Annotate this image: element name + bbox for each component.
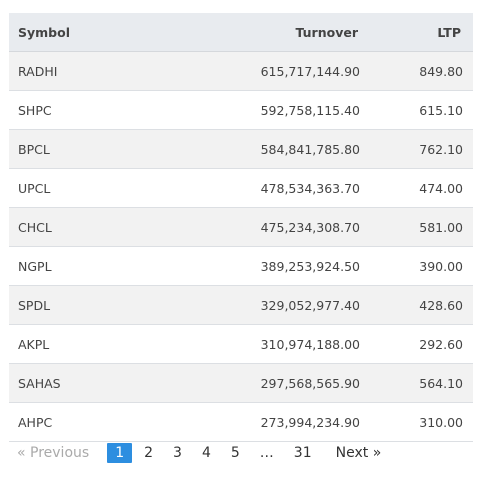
- cell-ltp: 310.00: [360, 402, 473, 442]
- cell-symbol: RADHI: [9, 51, 168, 91]
- cell-turnover: 478,534,363.70: [168, 168, 360, 208]
- cell-ltp: 615.10: [360, 90, 473, 130]
- cell-ltp: 428.60: [360, 285, 473, 325]
- cell-ltp: 292.60: [360, 324, 473, 364]
- cell-turnover: 329,052,977.40: [168, 285, 360, 325]
- cell-turnover: 310,974,188.00: [168, 324, 360, 364]
- table-row: SAHAS 297,568,565.90 564.10: [9, 363, 473, 403]
- page-button-2[interactable]: 2: [144, 445, 154, 461]
- previous-page-button[interactable]: « Previous: [17, 445, 90, 461]
- table-row: AHPC 273,994,234.90 310.00: [9, 402, 473, 442]
- cell-symbol: SHPC: [9, 90, 168, 130]
- cell-symbol: NGPL: [9, 246, 168, 286]
- table-row: AKPL 310,974,188.00 292.60: [9, 324, 473, 364]
- page-button-last[interactable]: 31: [293, 445, 312, 461]
- table-row: NGPL 389,253,924.50 390.00: [9, 246, 473, 286]
- table-row: BPCL 584,841,785.80 762.10: [9, 129, 473, 169]
- cell-symbol: AKPL: [9, 324, 168, 364]
- cell-turnover: 584,841,785.80: [168, 129, 360, 169]
- table-row: CHCL 475,234,308.70 581.00: [9, 207, 473, 247]
- table-row: RADHI 615,717,144.90 849.80: [9, 51, 473, 91]
- page-button-1[interactable]: 1: [107, 443, 133, 463]
- cell-symbol: SAHAS: [9, 363, 168, 403]
- table-row: SHPC 592,758,115.40 615.10: [9, 90, 473, 130]
- cell-symbol: BPCL: [9, 129, 168, 169]
- column-header-ltp[interactable]: LTP: [360, 13, 473, 52]
- table-body: RADHI 615,717,144.90 849.80 SHPC 592,758…: [9, 51, 473, 442]
- cell-turnover: 389,253,924.50: [168, 246, 360, 286]
- table-header: Symbol Turnover LTP: [9, 13, 473, 52]
- cell-symbol: UPCL: [9, 168, 168, 208]
- cell-turnover: 615,717,144.90: [168, 51, 360, 91]
- pagination-ellipsis: …: [259, 445, 274, 461]
- column-header-symbol[interactable]: Symbol: [9, 13, 168, 52]
- cell-turnover: 297,568,565.90: [168, 363, 360, 403]
- cell-ltp: 474.00: [360, 168, 473, 208]
- column-header-turnover[interactable]: Turnover: [168, 13, 360, 52]
- turnover-table: Symbol Turnover LTP RADHI 615,717,144.90…: [9, 13, 473, 442]
- cell-symbol: CHCL: [9, 207, 168, 247]
- cell-ltp: 390.00: [360, 246, 473, 286]
- cell-ltp: 849.80: [360, 51, 473, 91]
- turnover-table-container: Symbol Turnover LTP RADHI 615,717,144.90…: [9, 13, 473, 442]
- cell-turnover: 475,234,308.70: [168, 207, 360, 247]
- header-row: Symbol Turnover LTP: [9, 13, 473, 52]
- cell-turnover: 592,758,115.40: [168, 90, 360, 130]
- page-button-5[interactable]: 5: [230, 445, 240, 461]
- page-button-3[interactable]: 3: [173, 445, 182, 461]
- cell-ltp: 581.00: [360, 207, 473, 247]
- pagination: « Previous 1 2 3 4 5 … 31 Next »: [9, 442, 389, 464]
- table-row: SPDL 329,052,977.40 428.60: [9, 285, 473, 325]
- cell-symbol: SPDL: [9, 285, 168, 325]
- cell-ltp: 762.10: [360, 129, 473, 169]
- table-row: UPCL 478,534,363.70 474.00: [9, 168, 473, 208]
- cell-symbol: AHPC: [9, 402, 168, 442]
- next-page-button[interactable]: Next »: [335, 445, 382, 461]
- cell-turnover: 273,994,234.90: [168, 402, 360, 442]
- page-button-4[interactable]: 4: [201, 445, 211, 461]
- cell-ltp: 564.10: [360, 363, 473, 403]
